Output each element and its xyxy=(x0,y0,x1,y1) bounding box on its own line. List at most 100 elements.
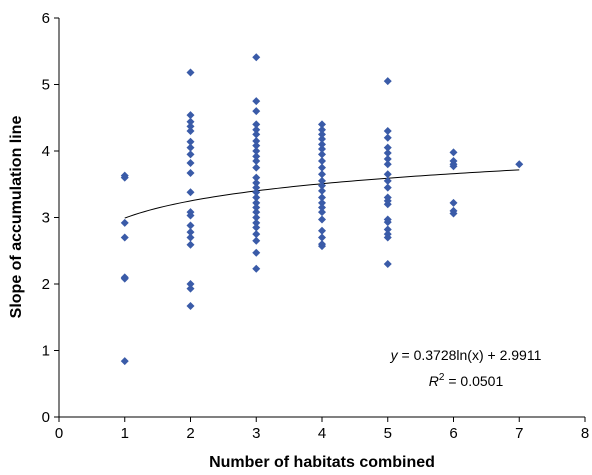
data-point xyxy=(318,181,326,190)
data-point xyxy=(252,152,261,161)
data-point xyxy=(318,215,326,224)
data-point xyxy=(186,122,195,131)
data-point xyxy=(449,162,458,171)
data-point xyxy=(252,53,261,62)
data-point xyxy=(186,240,195,249)
data-point xyxy=(318,135,326,144)
data-point xyxy=(120,173,129,182)
data-point xyxy=(318,226,326,235)
x-tick-label: 2 xyxy=(186,425,194,442)
data-point xyxy=(186,228,195,237)
data-point xyxy=(252,156,261,165)
x-tick-label: 8 xyxy=(581,425,589,442)
data-point xyxy=(252,97,261,106)
data-point xyxy=(318,145,326,154)
y-tick-label: 6 xyxy=(42,10,50,27)
data-point xyxy=(318,242,326,251)
data-point xyxy=(252,213,261,222)
data-point xyxy=(252,208,261,217)
data-point xyxy=(252,120,261,129)
data-point xyxy=(186,211,195,220)
data-point xyxy=(252,264,261,273)
data-point xyxy=(252,223,261,232)
data-point xyxy=(318,176,326,185)
data-point xyxy=(318,208,326,217)
data-point xyxy=(318,130,326,139)
x-tick-label: 5 xyxy=(384,425,392,442)
data-point xyxy=(252,178,261,187)
r-squared-superscript: 2 xyxy=(439,372,445,383)
data-point xyxy=(186,68,195,77)
data-point xyxy=(318,150,326,159)
data-point xyxy=(252,147,261,155)
data-point xyxy=(186,168,195,177)
data-point xyxy=(449,198,458,207)
y-tick-label: 2 xyxy=(42,276,50,293)
data-point xyxy=(383,183,392,192)
y-tick-label: 3 xyxy=(42,210,50,227)
data-point xyxy=(318,198,326,207)
data-point xyxy=(120,233,129,242)
data-point xyxy=(449,148,458,157)
data-point xyxy=(383,170,392,179)
r-squared-label: R2 = 0.0501 xyxy=(429,372,504,389)
data-point xyxy=(186,284,195,293)
data-point xyxy=(186,280,195,288)
data-point xyxy=(252,130,261,139)
data-point xyxy=(383,127,392,136)
data-point xyxy=(383,154,392,163)
data-point xyxy=(120,218,129,227)
data-point xyxy=(252,183,261,192)
data-point xyxy=(383,260,392,269)
data-point xyxy=(186,221,195,230)
data-point xyxy=(252,188,261,197)
y-tick-label: 4 xyxy=(42,143,50,160)
r-squared-value: = 0.0501 xyxy=(444,373,503,389)
data-point xyxy=(120,357,129,366)
data-point xyxy=(252,173,261,182)
data-point xyxy=(318,203,326,212)
data-point xyxy=(383,200,392,209)
data-point xyxy=(252,141,261,150)
data-point xyxy=(186,143,195,152)
data-point xyxy=(318,186,326,195)
data-point xyxy=(318,170,326,179)
y-tick-label: 0 xyxy=(42,409,50,426)
data-point xyxy=(186,158,195,167)
data-point xyxy=(252,193,261,202)
x-tick-label: 3 xyxy=(252,425,260,442)
equation-y-symbol: y xyxy=(390,347,399,363)
data-point xyxy=(252,198,261,207)
data-point xyxy=(383,143,392,152)
x-axis-title: Number of habitats combined xyxy=(209,454,435,471)
data-point xyxy=(318,140,326,149)
x-tick-label: 4 xyxy=(318,425,326,442)
data-point xyxy=(252,203,261,212)
data-point xyxy=(318,163,326,172)
data-point xyxy=(186,301,195,310)
data-point xyxy=(186,150,195,159)
y-tick-label: 1 xyxy=(42,343,50,360)
data-point xyxy=(186,117,195,126)
y-axis-ticks: 0 1 2 3 4 5 6 xyxy=(42,10,59,426)
data-point xyxy=(318,156,326,165)
x-tick-label: 7 xyxy=(515,425,523,442)
trendline-equation: y = 0.3728ln(x) + 2.9911 xyxy=(390,347,542,363)
data-point xyxy=(252,218,261,227)
data-point xyxy=(186,111,195,120)
data-points xyxy=(120,53,524,366)
data-point xyxy=(383,225,392,234)
x-tick-label: 1 xyxy=(121,425,129,442)
data-point xyxy=(186,137,195,146)
plot-area: 0 1 2 3 4 5 6 0 1 2 3 4 5 6 7 8 xyxy=(42,10,590,442)
data-point xyxy=(383,77,392,86)
x-tick-label: 6 xyxy=(449,425,457,442)
data-point xyxy=(252,236,261,245)
data-point xyxy=(252,137,261,146)
data-point xyxy=(515,160,524,169)
data-point xyxy=(252,248,261,257)
data-point xyxy=(252,230,261,239)
data-point xyxy=(120,274,129,283)
data-point xyxy=(186,188,195,197)
